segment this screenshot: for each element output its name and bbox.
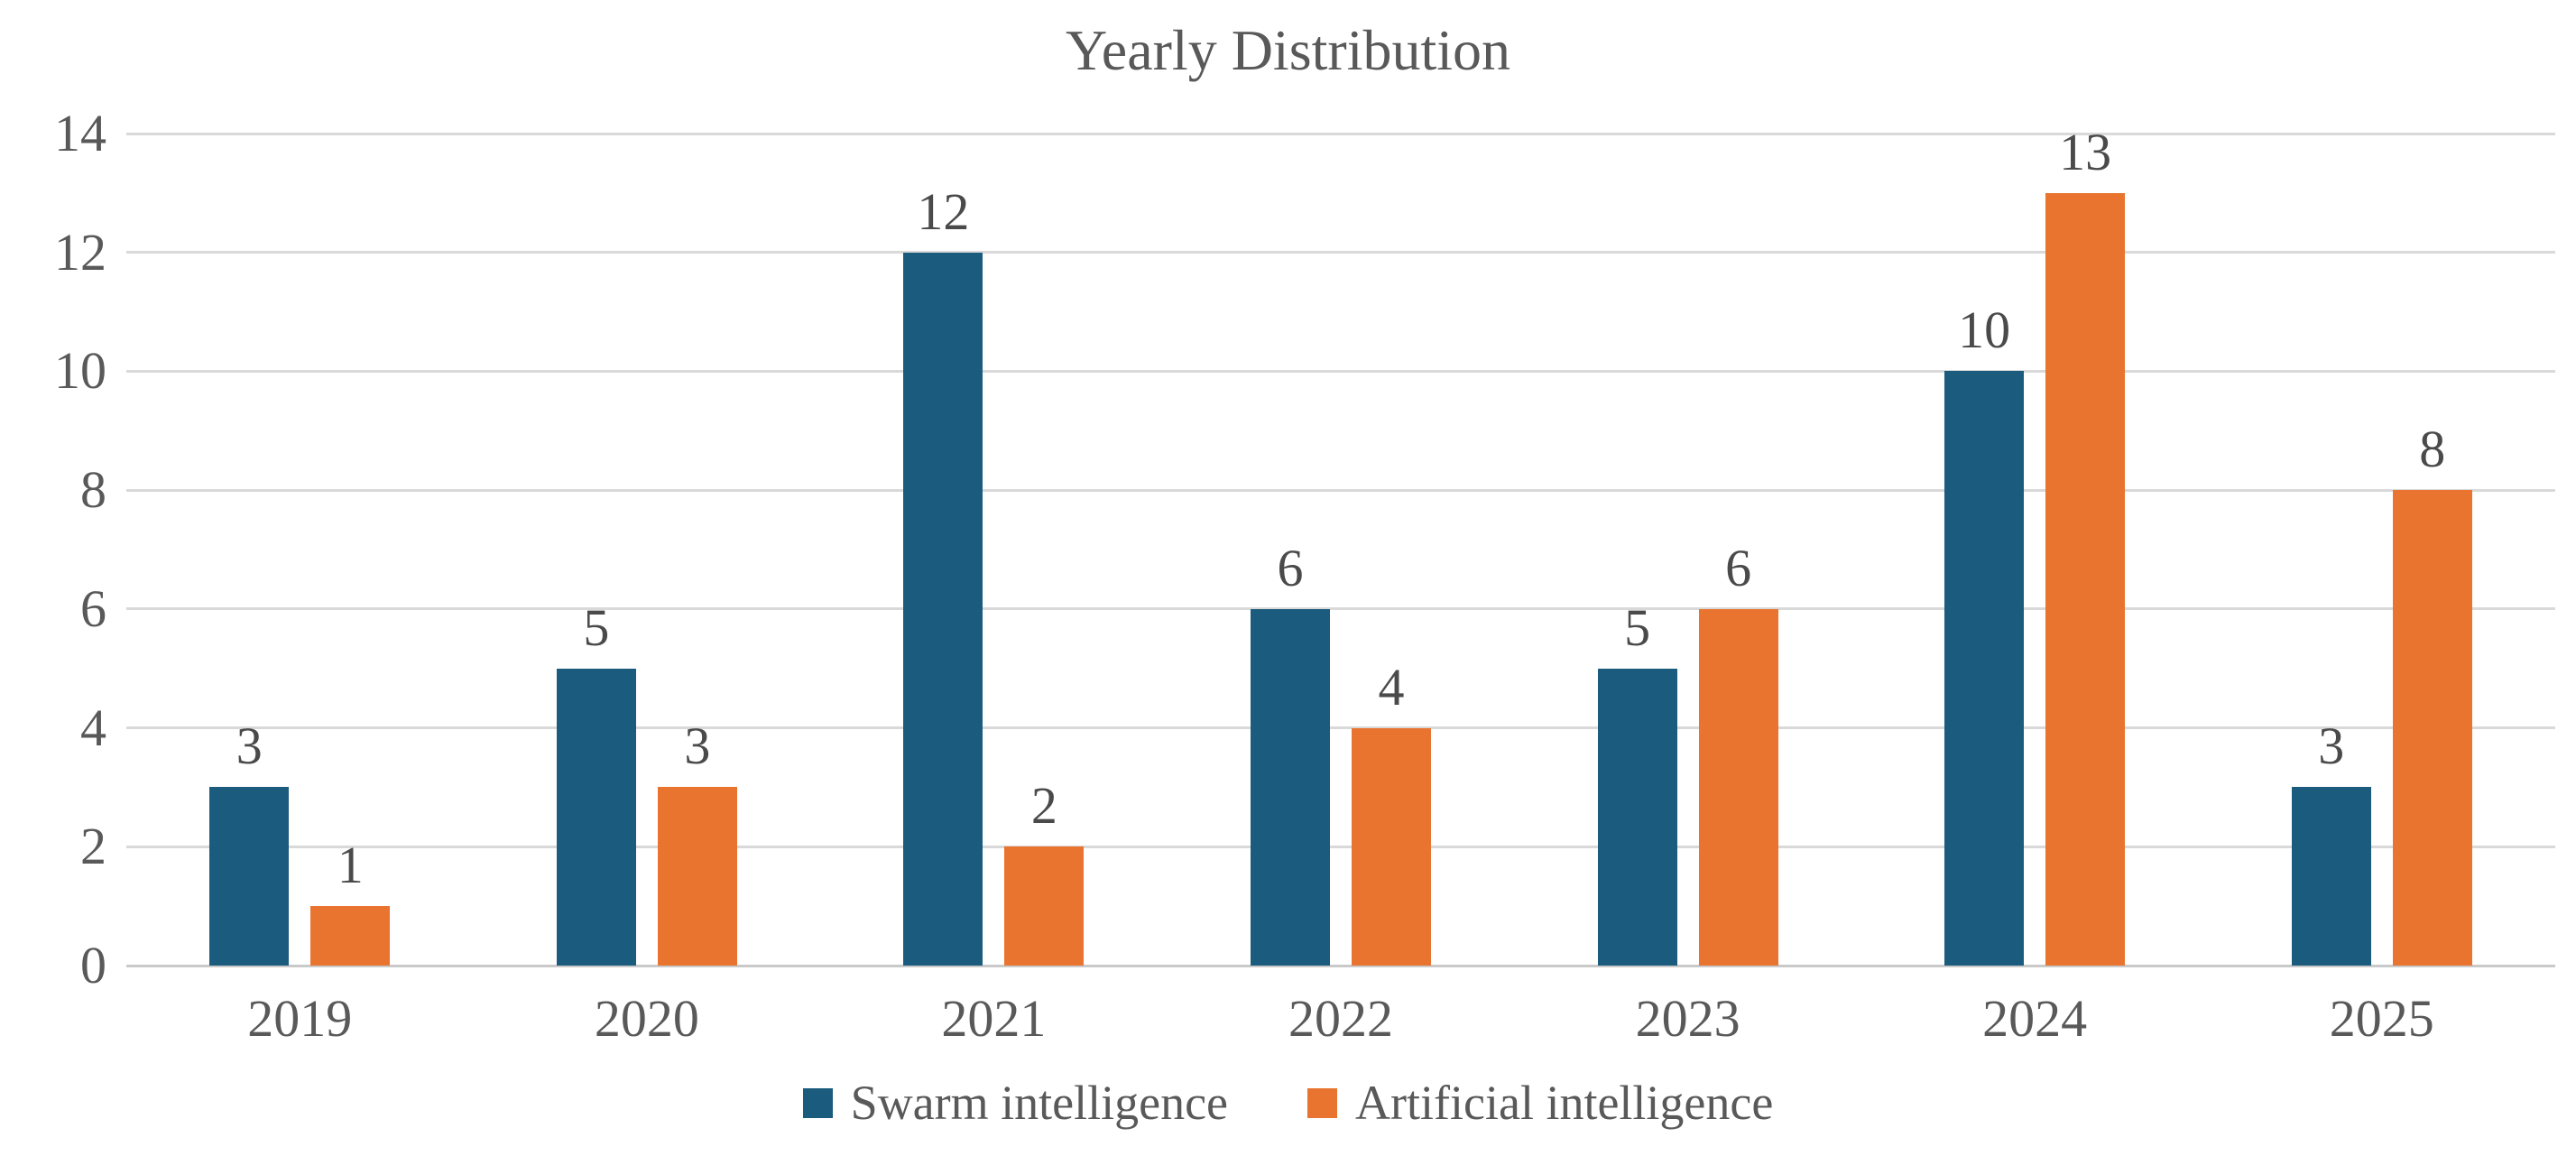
bar-artificial-intelligence-2025: [2392, 490, 2472, 966]
legend-item-swarm-intelligence: Swarm intelligence: [802, 1076, 1229, 1130]
x-tick-label-2023: 2023: [1635, 989, 1740, 1048]
data-label: 5: [583, 597, 610, 657]
data-label: 4: [1378, 657, 1405, 717]
bar-swarm-intelligence-2019: [209, 787, 290, 966]
gridline: [126, 132, 2555, 135]
legend: Swarm intelligence Artificial intelligenc…: [0, 1076, 2576, 1130]
x-tick-label-2024: 2024: [1982, 989, 2088, 1048]
bar-swarm-intelligence-2023: [1597, 668, 1677, 966]
data-label: 2: [1030, 776, 1057, 836]
y-tick-label: 12: [54, 222, 106, 282]
bar-artificial-intelligence-2019: [310, 906, 391, 966]
x-tick-label-2022: 2022: [1288, 989, 1393, 1048]
bar-swarm-intelligence-2022: [1251, 608, 1330, 966]
bar-swarm-intelligence-2021: [903, 252, 983, 966]
y-tick-label: 6: [80, 578, 106, 638]
gridline: [126, 607, 2555, 611]
data-label: 6: [1277, 538, 1304, 597]
data-label: 6: [1725, 538, 1752, 597]
data-label: 5: [1624, 597, 1651, 657]
data-label: 3: [684, 717, 711, 776]
bar-swarm-intelligence-2020: [556, 668, 636, 966]
legend-swatch-icon: [802, 1087, 833, 1118]
data-label: 8: [2419, 420, 2446, 479]
plot-area: 3 5 12 6 5 10 3 1 3 2 4 6 13 8: [126, 124, 2555, 967]
legend-swatch-icon: [1307, 1087, 1338, 1118]
y-tick-label: 8: [80, 460, 106, 520]
y-axis-tick-labels: 0 2 4 6 8 10 12 14: [0, 107, 106, 992]
gridline: [126, 845, 2555, 848]
gridline: [126, 251, 2555, 254]
gridline: [126, 488, 2555, 492]
gridline: [126, 726, 2555, 730]
x-axis-line: [126, 964, 2555, 967]
bar-artificial-intelligence-2022: [1352, 727, 1431, 966]
legend-label: Swarm intelligence: [850, 1076, 1229, 1130]
y-tick-label: 2: [80, 817, 106, 876]
chart-title: Yearly Distribution: [1065, 18, 1511, 82]
data-label: 1: [337, 836, 364, 895]
x-tick-label-2020: 2020: [594, 989, 699, 1048]
bar-swarm-intelligence-2024: [1944, 371, 2025, 966]
y-tick-label: 0: [80, 936, 106, 994]
y-tick-label: 14: [54, 104, 106, 162]
bar-artificial-intelligence-2024: [2045, 192, 2126, 966]
gridline: [126, 369, 2555, 373]
data-label: 12: [917, 181, 970, 241]
bar-artificial-intelligence-2023: [1698, 608, 1778, 966]
data-label: 10: [1958, 300, 2011, 360]
x-tick-label-2025: 2025: [2329, 989, 2434, 1048]
data-label: 13: [2059, 122, 2112, 181]
data-label: 3: [2318, 717, 2345, 776]
data-label: 3: [235, 717, 263, 776]
x-tick-label-2019: 2019: [247, 989, 353, 1048]
x-axis-tick-labels: 2019 2020 2021 2022 2023 2024 2025: [126, 991, 2555, 1054]
legend-item-artificial-intelligence: Artificial intelligence: [1307, 1076, 1773, 1130]
bar-artificial-intelligence-2021: [1004, 846, 1085, 966]
legend-label: Artificial intelligence: [1355, 1076, 1774, 1130]
x-tick-label-2021: 2021: [941, 989, 1047, 1048]
bar-artificial-intelligence-2020: [657, 787, 737, 966]
bar-swarm-intelligence-2025: [2291, 787, 2371, 966]
y-tick-label: 4: [80, 698, 106, 757]
y-tick-label: 10: [54, 341, 106, 401]
